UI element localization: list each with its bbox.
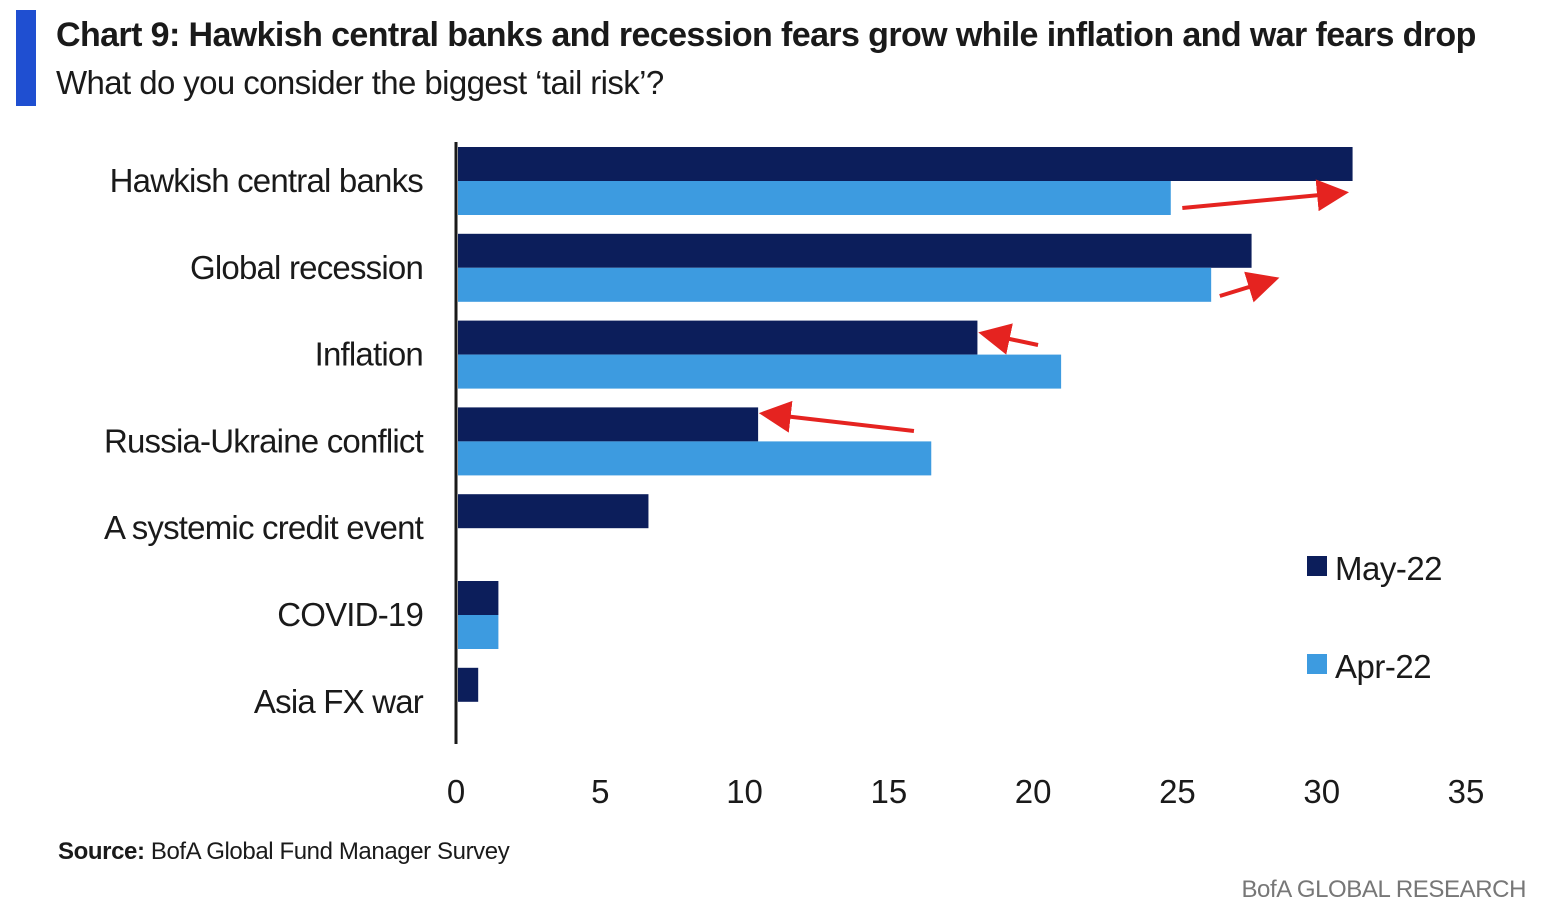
category-label: Hawkish central banks [110,162,424,199]
red-arrow-annotation [1182,179,1349,212]
bar-may [458,494,649,529]
category-label: Russia-Ukraine conflict [104,422,424,459]
legend-swatch-apr [1307,654,1327,674]
source-label: Source: [58,838,145,865]
category-label: Asia FX war [254,683,424,720]
red-arrow-annotation [758,400,915,433]
x-tick-label: 25 [1159,773,1196,810]
x-tick-label: 5 [591,773,609,810]
source-text: BofA Global Fund Manager Survey [150,838,510,865]
legend-label-may: May-22 [1335,550,1442,587]
legend-label-apr: Apr-22 [1335,648,1431,685]
bar-apr [458,354,1062,389]
chart-subtitle: What do you consider the biggest ‘tail r… [56,64,664,101]
red-arrow-annotation [978,323,1039,355]
chart-title: Chart 9: Hawkish central banks and reces… [56,16,1476,54]
bar-may [458,407,759,442]
bars-group [458,147,1353,702]
x-tick-label: 10 [726,773,763,810]
bar-may [458,147,1353,181]
x-tick-label: 30 [1303,773,1340,810]
source-note: Source: BofA Global Fund Manager Survey [58,838,510,866]
red-arrow-annotation [1219,271,1280,303]
x-tick-label: 20 [1015,773,1052,810]
bar-may [458,233,1252,268]
title-accent-bar [16,10,36,106]
x-tick-label: 15 [870,773,907,810]
category-label: A systemic credit event [104,509,424,546]
annotation-arrows-group [758,179,1349,433]
category-labels-group: Hawkish central banks Global recession Inf… [104,162,425,720]
bar-may [458,581,499,615]
bar-apr [458,181,1171,215]
legend-swatch-may [1307,556,1327,576]
bar-apr [458,267,1212,302]
x-tick-label: 35 [1448,773,1485,810]
bar-apr [458,615,499,649]
x-tick-label: 0 [447,773,465,810]
category-label: Inflation [315,336,423,373]
brand-footer: BofA GLOBAL RESEARCH [1241,876,1526,903]
category-label: COVID-19 [277,596,423,633]
bar-may [458,667,479,702]
x-tick-labels-group: 0 5 10 15 20 25 30 35 [447,773,1485,810]
category-label: Global recession [190,249,423,286]
legend: May-22 Apr-22 [1307,550,1443,685]
bar-apr [458,441,932,476]
bar-may [458,320,978,355]
